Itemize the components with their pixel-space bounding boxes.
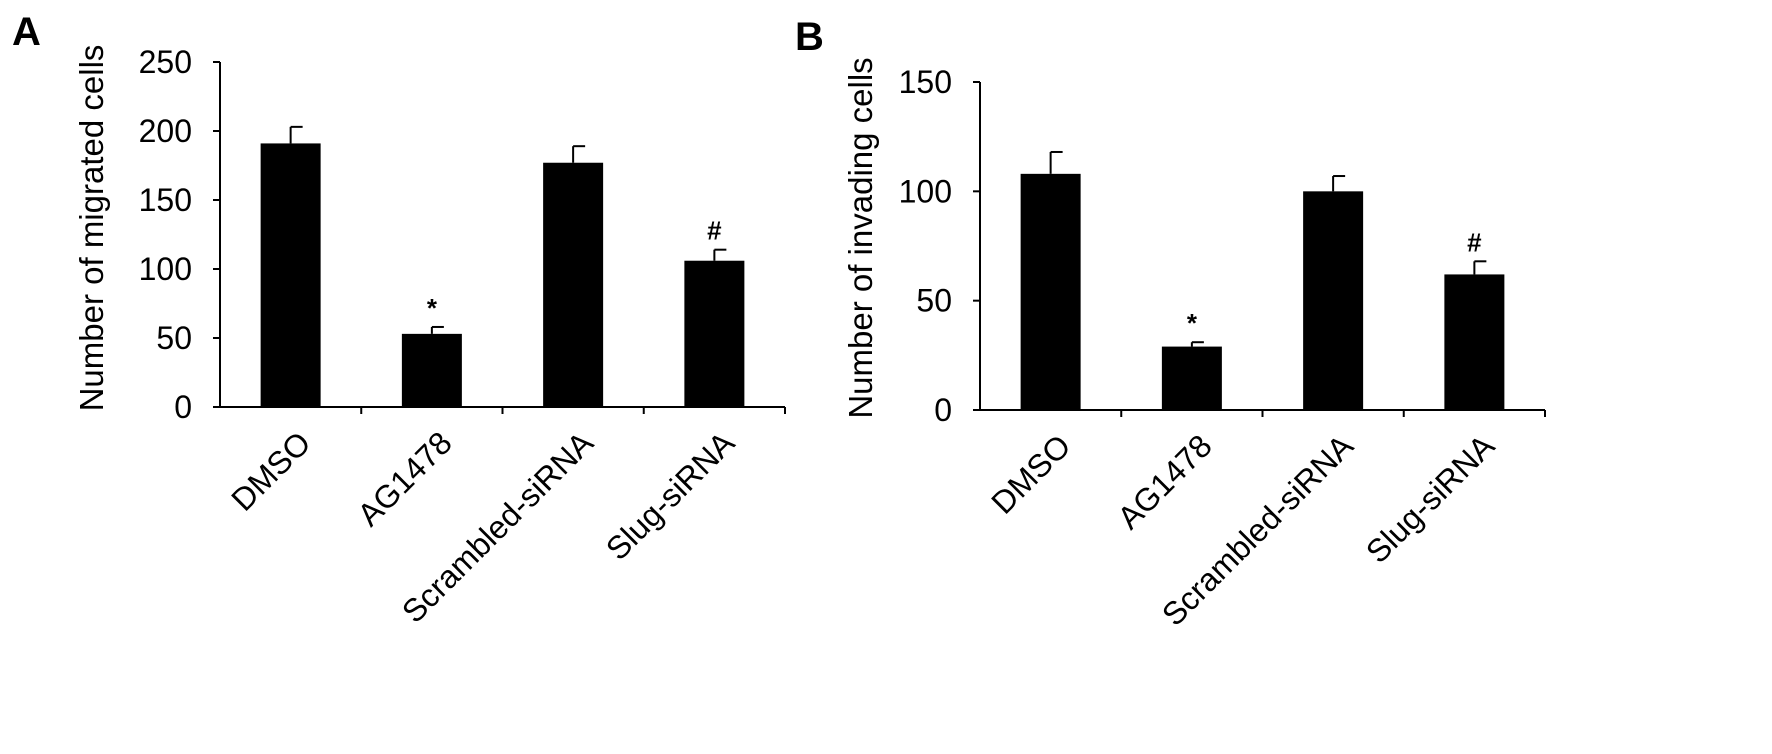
bar-scrambled-sirna [1303,191,1364,410]
y-axis-label-b: Number of invading cells [842,57,879,418]
bar-dmso [260,143,321,408]
y-tick-label: 150 [139,182,192,218]
significance-mark: * [1187,308,1198,338]
panel-letter-a: A [12,10,41,54]
y-tick-label: 100 [139,251,192,287]
y-tick-label: 100 [899,173,952,209]
bar-ag1478 [1161,346,1222,410]
panel-letter-b: B [795,15,824,59]
x-category-label: DMSO [224,424,317,517]
bar-slug-sirna [1444,274,1505,410]
bar-scrambled-sirna [543,162,604,407]
y-tick-label: 200 [139,113,192,149]
x-category-label: DMSO [984,427,1077,520]
y-tick-label: 50 [156,320,192,356]
y-tick-label: 150 [899,64,952,100]
y-tick-label: 250 [139,44,192,80]
significance-mark: # [1467,227,1482,257]
x-category-label: Slug-siRNA [599,424,742,567]
significance-mark: * [427,293,438,323]
x-category-label: Slug-siRNA [1359,427,1502,570]
bar-dmso [1020,173,1081,410]
significance-mark: # [707,216,722,246]
bar-ag1478 [401,333,462,407]
y-tick-label: 50 [916,283,952,319]
y-tick-label: 0 [174,389,192,425]
chart-panel-b: B Number of invading cells 0 50 100 150 DMSO… [795,15,1546,633]
x-category-label: AG1478 [350,424,458,532]
chart-panel-a: A Number of migrated cells 0 50 100 150 200 2… [12,10,786,630]
y-axis-label-a: Number of migrated cells [73,45,110,412]
x-category-label: AG1478 [1110,427,1218,535]
y-tick-label: 0 [934,392,952,428]
bar-slug-sirna [684,260,745,407]
